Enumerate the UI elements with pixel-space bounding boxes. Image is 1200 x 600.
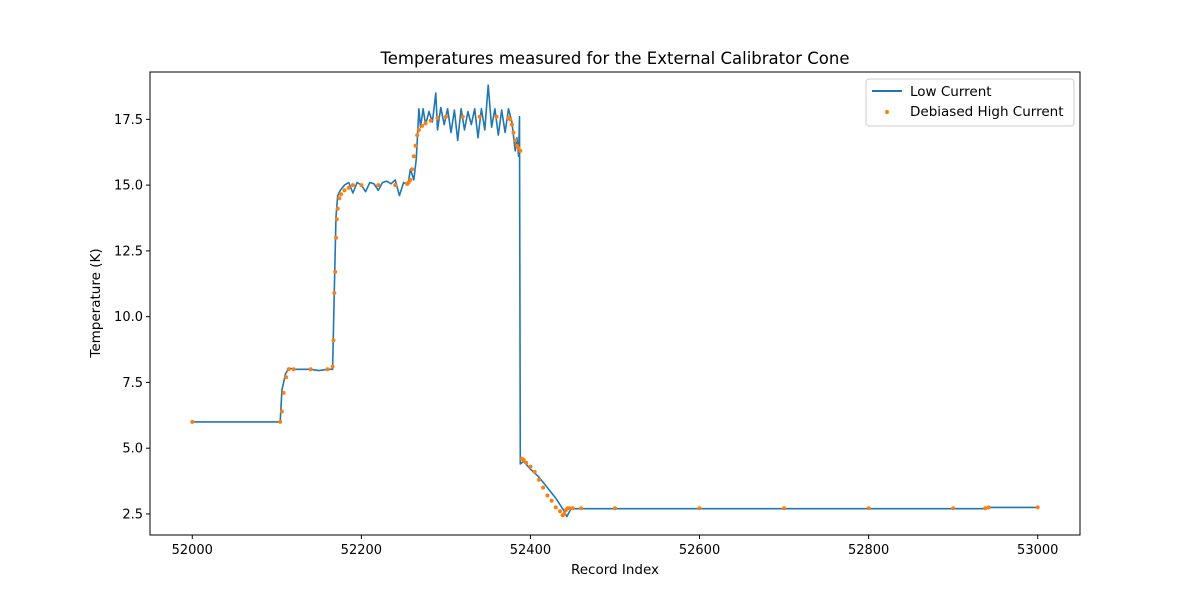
scatter-point: [508, 117, 513, 122]
scatter-point: [411, 154, 416, 159]
scatter-point: [342, 188, 347, 193]
scatter-point: [579, 506, 584, 511]
legend-box: [865, 78, 1075, 127]
scatter-point: [286, 367, 291, 372]
scatter-point: [443, 114, 448, 119]
scatter-point: [697, 506, 702, 511]
scatter-point: [337, 196, 342, 201]
y-tick-label: 17.5: [114, 113, 143, 128]
scatter-point: [346, 185, 351, 190]
scatter-point: [570, 506, 575, 511]
scatter-point: [528, 464, 533, 469]
scatter-point: [983, 506, 988, 511]
scatter-point: [331, 338, 336, 343]
x-axis-ticks: 52000 52200 52400 52600 52800 53000: [172, 535, 1058, 558]
scatter-point: [393, 183, 398, 188]
scatter-point: [423, 121, 428, 126]
scatter-point: [1035, 505, 1040, 510]
series-layer: [190, 84, 1040, 518]
scatter-point: [350, 183, 355, 188]
y-tick-label: 10.0: [114, 310, 143, 325]
scatter-point: [513, 138, 518, 143]
y-tick-label: 12.5: [114, 244, 143, 259]
scatter-point: [376, 183, 381, 188]
scatter-point: [494, 114, 499, 119]
scatter-point: [477, 114, 482, 119]
scatter-point: [562, 512, 567, 516]
scatter-point: [553, 505, 558, 510]
scatter-point: [410, 167, 415, 172]
y-tick-label: 15.0: [114, 179, 143, 194]
scatter-point: [335, 206, 340, 211]
chart-title: Temperatures measured for the External C…: [380, 49, 850, 68]
x-tick-label: 52000: [172, 543, 213, 558]
scatter-point: [416, 127, 421, 132]
scatter-point: [281, 390, 286, 395]
scatter-point: [558, 509, 562, 514]
scatter-point: [782, 506, 787, 511]
scatter-point: [308, 367, 313, 372]
scatter-point: [339, 192, 344, 197]
scatter-point: [420, 123, 425, 128]
scatter-point: [279, 409, 284, 414]
scatter-point: [536, 477, 541, 482]
scatter-point: [284, 375, 289, 380]
scatter-point: [541, 485, 546, 490]
scatter-point: [190, 419, 195, 424]
scatter-point: [567, 506, 572, 511]
scatter-point: [549, 498, 554, 503]
scatter-point: [866, 506, 871, 511]
scatter-point: [521, 458, 526, 462]
scatter-point: [613, 506, 617, 511]
scatter-point: [428, 118, 433, 123]
x-axis-label: Record Index: [571, 562, 659, 578]
y-tick-label: 2.5: [122, 507, 143, 522]
scatter-point: [359, 183, 364, 188]
legend-label-low-current: Low Current: [910, 84, 992, 100]
scatter-point: [511, 130, 516, 135]
legend-dot-swatch: [885, 110, 889, 114]
scatter-point: [518, 148, 523, 153]
y-axis-ticks: 2.5 5.0 7.5 10.0 12.5 15.0 17.5: [114, 113, 150, 522]
x-tick-label: 52800: [848, 543, 889, 558]
scatter-point: [325, 367, 330, 372]
scatter-point: [524, 460, 529, 465]
y-axis-label: Temperature (K): [88, 248, 104, 358]
scatter-point: [545, 493, 550, 498]
x-tick-label: 52600: [679, 543, 720, 558]
scatter-point: [408, 177, 413, 182]
scatter-point: [509, 122, 514, 127]
x-tick-label: 53000: [1017, 543, 1058, 558]
scatter-point: [460, 114, 465, 119]
scatter-point: [951, 506, 956, 511]
legend: Low Current Debiased High Current: [865, 78, 1075, 127]
scatter-point: [435, 116, 440, 120]
scatter-point: [278, 419, 283, 424]
plot-area: 52000 52200 52400 52600 52800 53000 2.5 5.0 7.5…: [114, 71, 1081, 558]
x-tick-label: 52200: [341, 543, 382, 558]
scatter-point: [532, 469, 537, 474]
scatter-point: [332, 291, 337, 295]
scatter-point: [415, 133, 420, 138]
y-tick-label: 5.0: [122, 442, 143, 457]
scatter-point: [333, 269, 338, 274]
scatter-point: [413, 143, 418, 148]
legend-label-high-current: Debiased High Current: [910, 104, 1064, 120]
y-tick-label: 7.5: [122, 376, 143, 391]
axes-frame: [149, 71, 1081, 536]
scatter-point: [330, 364, 335, 369]
scatter-point: [334, 217, 339, 222]
scatter-point: [334, 235, 338, 240]
scatter-point: [291, 367, 296, 372]
scatter-point: [986, 505, 991, 510]
x-tick-label: 52400: [510, 543, 551, 558]
series-points-high-current: [190, 114, 1040, 518]
